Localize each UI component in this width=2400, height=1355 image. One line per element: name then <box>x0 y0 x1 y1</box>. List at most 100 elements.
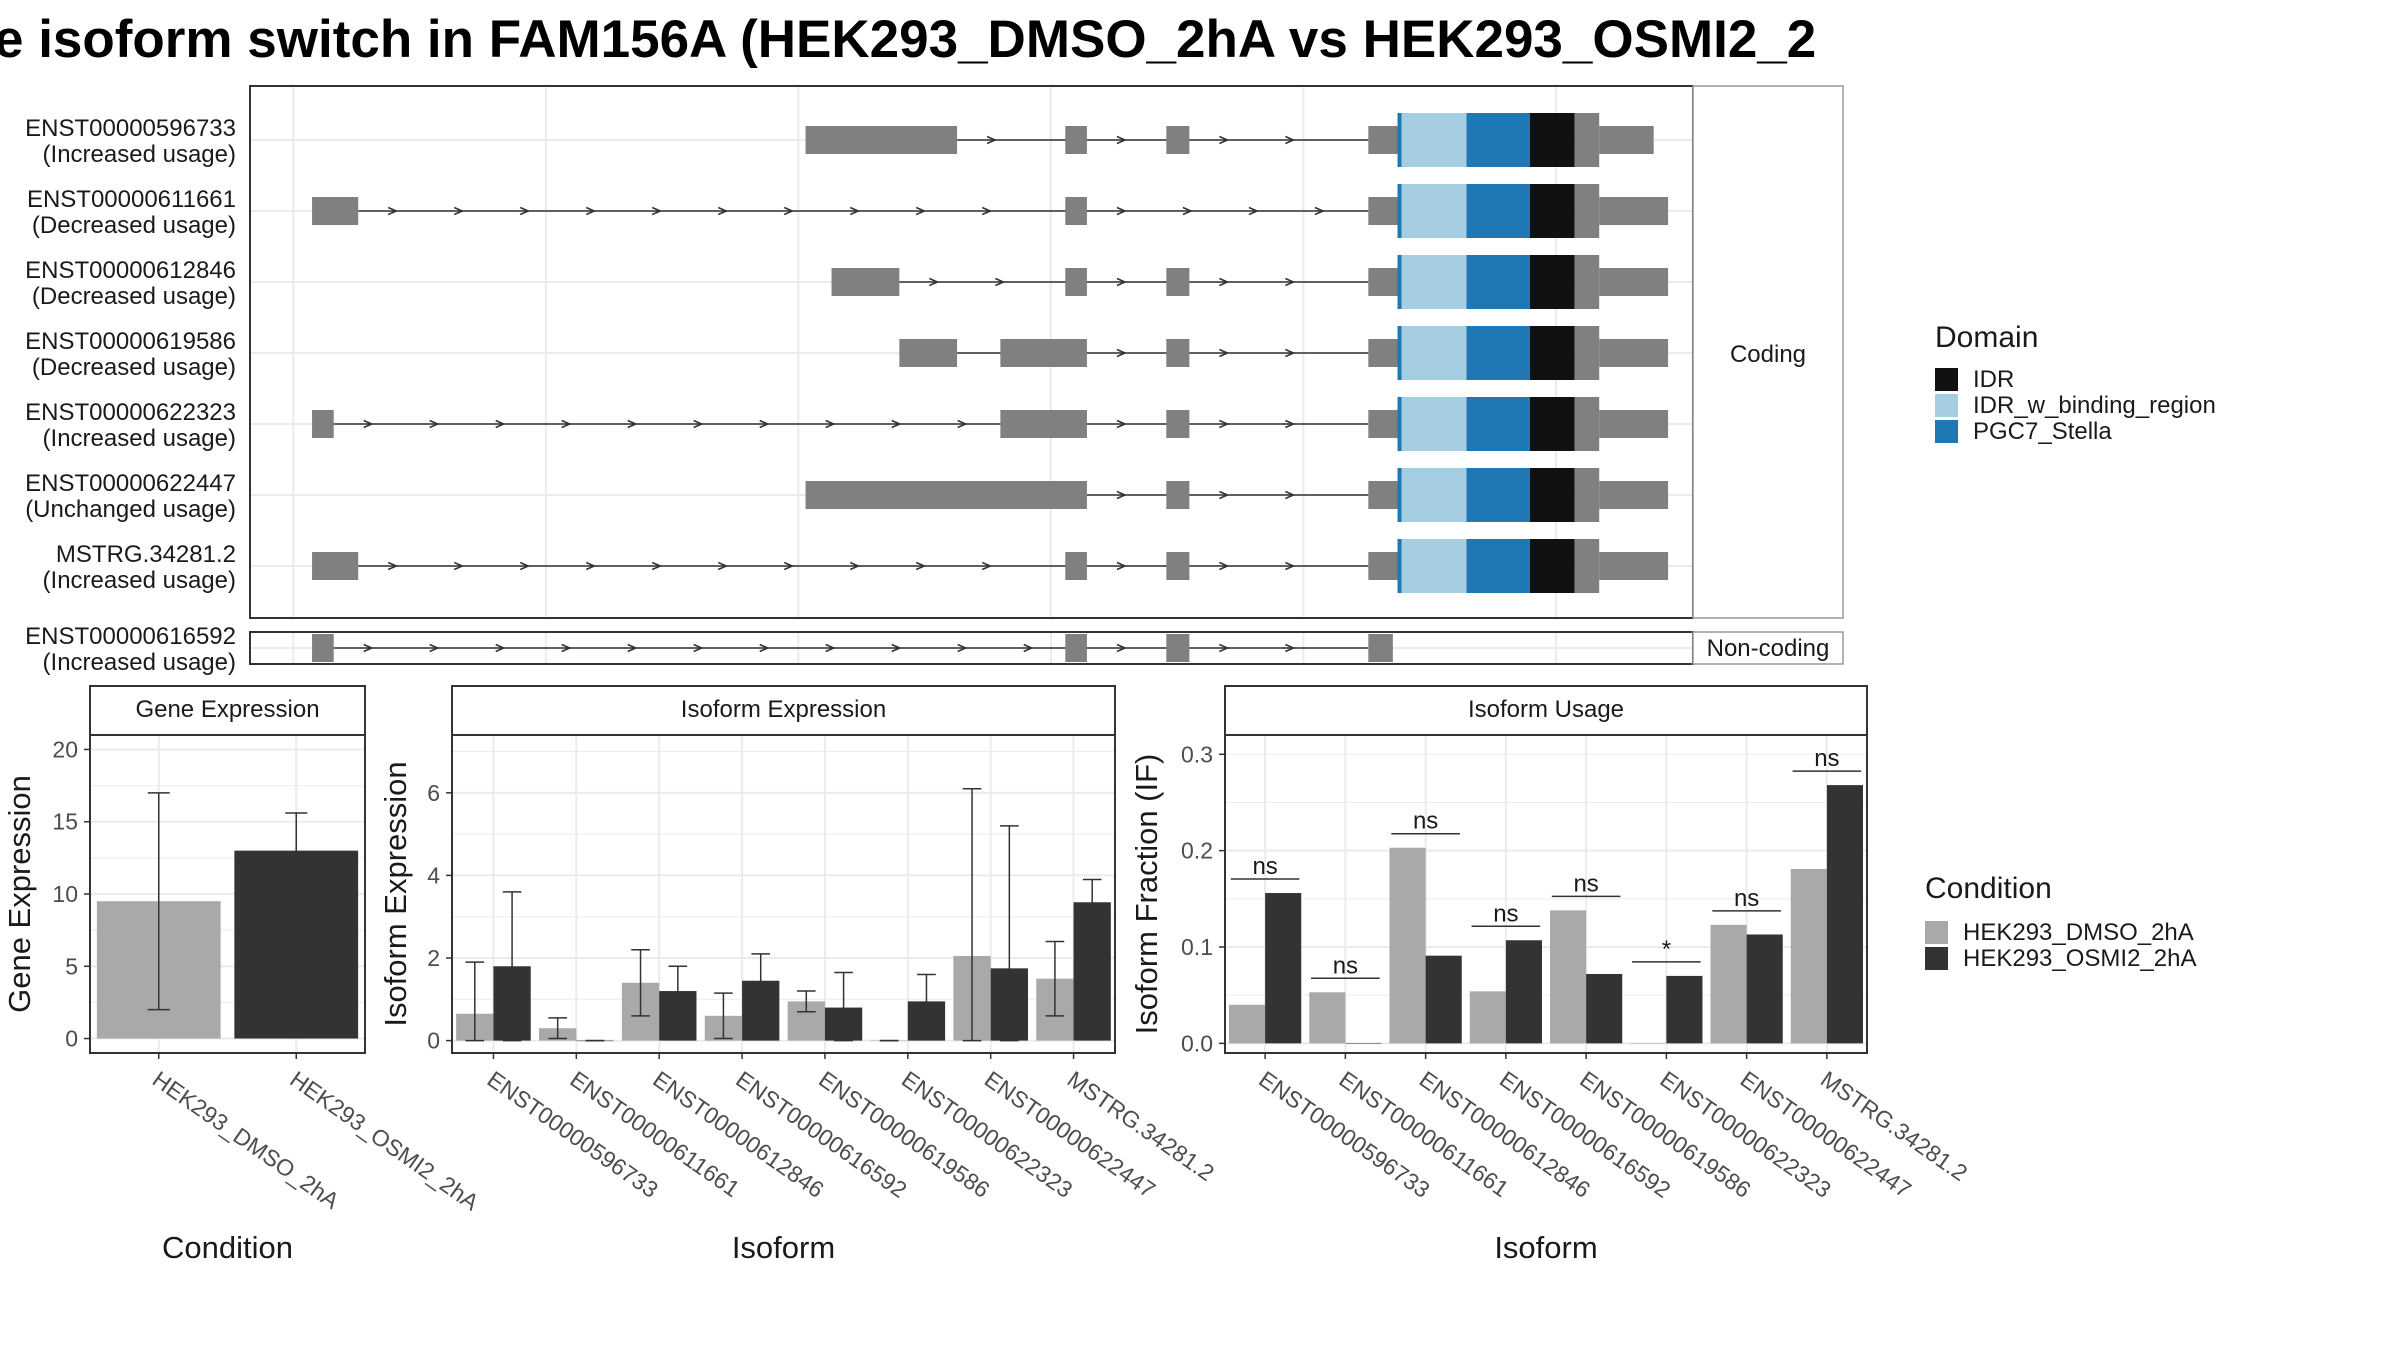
exon-block <box>899 339 958 367</box>
strand-arrow <box>1116 277 1127 287</box>
exon-block <box>1166 339 1190 367</box>
strand-arrow <box>693 643 704 653</box>
exon-block <box>312 410 334 438</box>
strand-arrow <box>825 643 836 653</box>
exon-block <box>1166 268 1190 296</box>
transcript-status-label: (Unchanged usage) <box>25 496 236 523</box>
isoform-usage-chart: Isoform Usage ns ns ns ns ns * ns ns 0.0 0.1 0.2 0.3… <box>1129 685 1972 1265</box>
strand-arrow <box>915 561 927 571</box>
exon-block <box>831 268 900 296</box>
strand-arrow <box>1219 277 1230 287</box>
significance-label: ns <box>1493 900 1518 927</box>
domain-edge <box>1397 326 1402 380</box>
facet-strip-coding <box>1692 85 1844 619</box>
transcript-id-label: ENST00000616592 <box>25 623 236 650</box>
domain-edge <box>1397 113 1402 167</box>
exon-block <box>312 197 359 225</box>
exon-block <box>1368 339 1402 367</box>
domain-edge <box>1397 255 1402 309</box>
bar <box>1826 785 1863 1044</box>
domain-edge <box>1397 539 1402 593</box>
strand-arrow <box>1285 643 1296 653</box>
exon-block <box>1166 481 1190 509</box>
domain-idr-binding <box>1401 397 1467 451</box>
utr-exon <box>1599 552 1669 580</box>
transcript-status-label: (Increased usage) <box>43 567 236 594</box>
strand-arrow <box>759 419 770 429</box>
strand-arrow <box>1116 206 1127 216</box>
significance-label: ns <box>1573 870 1598 897</box>
domain-pgc7-stella <box>1466 326 1530 380</box>
strand-arrow <box>651 206 663 216</box>
y-tick-label: 0.2 <box>1181 838 1213 864</box>
y-tick-label: 4 <box>427 862 440 888</box>
strand-arrow <box>1219 561 1230 571</box>
domain-idr-binding <box>1401 326 1467 380</box>
strand-arrow <box>891 643 902 653</box>
significance-label: ns <box>1734 885 1759 912</box>
exon-block <box>1000 339 1087 367</box>
exon-block <box>1065 126 1087 154</box>
exon-block <box>1368 126 1402 154</box>
y-tick-label: 0.0 <box>1181 1030 1213 1056</box>
y-tick-label: 0 <box>427 1028 440 1054</box>
strand-arrow <box>1219 643 1230 653</box>
exon-block <box>1368 634 1393 662</box>
legend-condition-label: HEK293_DMSO_2hA <box>1963 919 2194 946</box>
strand-arrow <box>1285 561 1296 571</box>
exon-block <box>1368 552 1402 580</box>
domain-pgc7-stella <box>1466 255 1530 309</box>
strand-arrow <box>651 561 663 571</box>
transcript-status-label: (Decreased usage) <box>32 212 236 239</box>
domain-idr <box>1529 255 1575 309</box>
chart-title: Gene Expression <box>135 696 319 723</box>
domain-edge <box>1397 468 1402 522</box>
legend-condition-label: HEK293_OSMI2_2hA <box>1963 945 2196 972</box>
strand-arrow <box>561 643 572 653</box>
coding-exon <box>1574 255 1600 309</box>
bar <box>1710 924 1747 1044</box>
facet-strip <box>451 685 1116 736</box>
strand-arrow <box>1219 490 1230 500</box>
plot-title: e isoform switch in FAM156A (HEK293_DMSO… <box>0 10 1816 69</box>
bar <box>1505 940 1542 1044</box>
strand-arrow <box>1285 419 1296 429</box>
transcript-status-label: (Increased usage) <box>43 141 236 168</box>
coding-exon <box>1574 113 1600 167</box>
strand-arrow <box>759 643 770 653</box>
utr-exon <box>1599 339 1669 367</box>
facet-strip <box>1224 685 1868 736</box>
legend-domain-swatch <box>1935 368 1958 391</box>
strand-arrow <box>849 206 861 216</box>
transcript-structure-panel: ENST00000596733(Increased usage)ENST0000… <box>25 85 1844 676</box>
strand-arrow <box>495 419 506 429</box>
domain-pgc7-stella <box>1466 468 1530 522</box>
strand-arrow <box>453 561 465 571</box>
bar <box>1586 973 1623 1044</box>
strand-arrow <box>783 561 795 571</box>
strand-arrow <box>1219 348 1230 358</box>
strand-arrow <box>1285 135 1296 145</box>
legend-domain-label: PGC7_Stella <box>1973 418 2112 445</box>
legend-domain-label: IDR_w_binding_region <box>1973 392 2216 419</box>
exon-block <box>1166 634 1190 662</box>
bar <box>1425 955 1462 1044</box>
strand-arrow <box>585 561 597 571</box>
transcript-id-label: ENST00000619586 <box>25 328 236 355</box>
strand-arrow <box>387 561 399 571</box>
strand-arrow <box>1116 490 1127 500</box>
strand-arrow <box>1116 561 1127 571</box>
bar <box>1309 992 1346 1044</box>
transcript-status-label: (Decreased usage) <box>32 283 236 310</box>
strand-arrow <box>561 419 572 429</box>
strand-arrow <box>783 206 795 216</box>
strand-arrow <box>986 135 998 145</box>
strand-arrow <box>981 561 993 571</box>
strand-arrow <box>981 206 993 216</box>
exon-block <box>1166 126 1190 154</box>
bar <box>1229 1004 1266 1044</box>
bar <box>1265 893 1302 1044</box>
